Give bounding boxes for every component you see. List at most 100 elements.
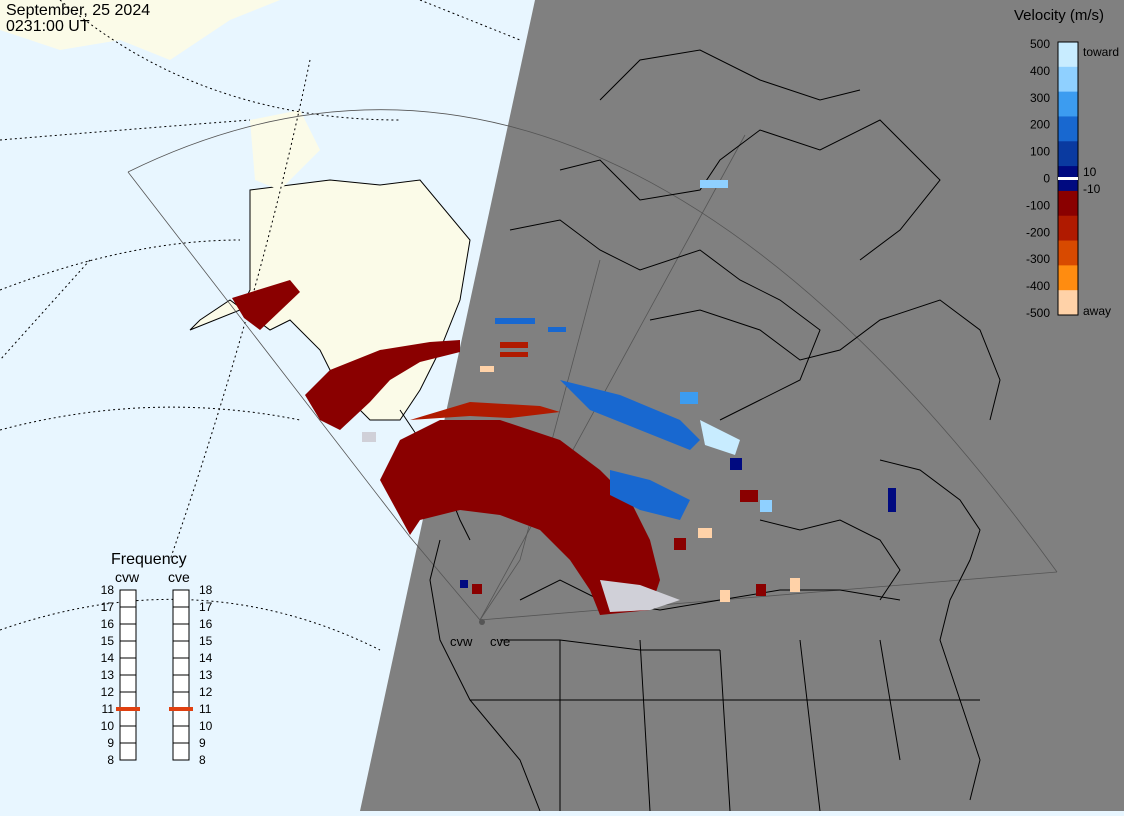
legend-tick-label: 500 bbox=[1030, 37, 1050, 51]
echo-region-alaska bbox=[232, 280, 300, 330]
echo-region-band bbox=[410, 402, 560, 420]
radar-label-cve: cve bbox=[490, 634, 510, 649]
frequency-scale-label: 18 bbox=[199, 583, 213, 597]
frequency-scale-label: 11 bbox=[199, 702, 212, 716]
echo-region-lightblue bbox=[700, 420, 740, 455]
frequency-scale-label: 8 bbox=[199, 753, 206, 767]
frequency-scale-label: 18 bbox=[101, 583, 115, 597]
echo-cell bbox=[495, 318, 535, 324]
legend-tick-label: 0 bbox=[1043, 172, 1050, 186]
legend-color-segment bbox=[1058, 91, 1078, 117]
echo-cell bbox=[548, 327, 566, 332]
echo-region-grey bbox=[600, 580, 680, 612]
frequency-scale-cell bbox=[119, 708, 137, 727]
frequency-scale-label: 9 bbox=[107, 736, 114, 750]
legend-tick-label: -400 bbox=[1026, 279, 1050, 293]
legend-title: Velocity (m/s) bbox=[1014, 7, 1104, 24]
echo-cell bbox=[756, 584, 766, 596]
frequency-scale-cell bbox=[172, 725, 190, 744]
echo-cell bbox=[472, 584, 482, 594]
frequency-scale-label: 14 bbox=[199, 651, 213, 665]
frequency-radar-cvw: cvw bbox=[115, 569, 140, 585]
legend-tick-label: -300 bbox=[1026, 252, 1050, 266]
legend-color-segment bbox=[1058, 290, 1078, 316]
echo-cell bbox=[362, 432, 376, 442]
frequency-scale-label: 16 bbox=[199, 617, 213, 631]
echo-cell bbox=[460, 580, 468, 588]
echo-cell bbox=[480, 366, 494, 372]
legend-tick-label: -200 bbox=[1026, 225, 1050, 239]
echo-region-gulf bbox=[305, 340, 460, 430]
date-label: September, 25 2024 bbox=[6, 2, 151, 19]
radar-fov bbox=[127, 109, 1058, 621]
graticule bbox=[0, 0, 521, 651]
legend-color-segment bbox=[1058, 265, 1078, 291]
frequency-scale-label: 13 bbox=[199, 668, 213, 682]
frequency-scale-label: 10 bbox=[101, 719, 115, 733]
legend-tick-minus10: -10 bbox=[1083, 182, 1101, 196]
echo-cell bbox=[674, 538, 686, 550]
frequency-scale-label: 15 bbox=[199, 634, 213, 648]
echo-cell bbox=[888, 488, 896, 512]
frequency-marker-cve bbox=[169, 707, 193, 711]
legend-color-segment bbox=[1058, 190, 1078, 217]
echo-cell bbox=[500, 352, 528, 357]
frequency-scale-cell bbox=[119, 674, 137, 693]
frequency-title: Frequency bbox=[111, 551, 187, 568]
legend-color-segment bbox=[1058, 66, 1078, 93]
legend-tick-label: 100 bbox=[1030, 145, 1050, 159]
frequency-scale-label: 12 bbox=[101, 685, 115, 699]
legend-tick-label: 400 bbox=[1030, 64, 1050, 78]
frequency-scale-cell bbox=[119, 657, 137, 676]
echo-cell bbox=[500, 342, 528, 348]
frequency-scale-label: 17 bbox=[101, 600, 115, 614]
legend-toward-label: toward bbox=[1083, 45, 1119, 59]
legend-tick-label: -500 bbox=[1026, 306, 1050, 320]
frequency-scale-cell bbox=[172, 640, 190, 659]
night-region bbox=[360, 0, 1124, 811]
legend-color-segment bbox=[1058, 240, 1078, 266]
frequency-marker-cvw bbox=[116, 707, 140, 711]
frequency-scale-cell bbox=[119, 691, 137, 710]
echo-cell bbox=[700, 180, 728, 188]
legend-color-segment bbox=[1058, 116, 1078, 142]
frequency-scale-label: 11 bbox=[102, 702, 115, 716]
frequency-scale-cell bbox=[172, 657, 190, 676]
frequency-scale-cell bbox=[119, 640, 137, 659]
frequency-scale-cell bbox=[172, 589, 190, 608]
echo-cell bbox=[740, 490, 758, 502]
echo-region-blue-band bbox=[560, 380, 700, 450]
echo-region-bc bbox=[380, 420, 660, 615]
frequency-radar-cve: cve bbox=[168, 569, 190, 585]
frequency-scale-cell bbox=[119, 725, 137, 744]
echo-cell bbox=[760, 500, 772, 512]
echo-cell bbox=[790, 578, 800, 592]
echo-region-blue-mid bbox=[610, 470, 690, 520]
echo-cell bbox=[720, 590, 730, 602]
frequency-scale-cell bbox=[119, 589, 137, 608]
legend-zero-band bbox=[1058, 177, 1078, 180]
legend-color-segment bbox=[1058, 42, 1078, 68]
frequency-scale-label: 12 bbox=[199, 685, 213, 699]
frequency-scale-cell bbox=[172, 623, 190, 642]
frequency-scale-label: 15 bbox=[101, 634, 115, 648]
echo-cell bbox=[680, 392, 698, 404]
legend-color-segment bbox=[1058, 141, 1078, 167]
frequency-scale-cell bbox=[172, 691, 190, 710]
legend-tick-10: 10 bbox=[1083, 165, 1097, 179]
frequency-scale-label: 13 bbox=[101, 668, 115, 682]
frequency-scale-label: 8 bbox=[107, 753, 114, 767]
echo-cell bbox=[730, 458, 742, 470]
frequency-scale-cell bbox=[119, 606, 137, 625]
time-label: 0231:00 UT bbox=[6, 18, 90, 35]
frequency-scale-cell bbox=[172, 708, 190, 727]
coastlines bbox=[399, 49, 1001, 812]
frequency-scale-cell bbox=[172, 742, 190, 761]
legend-tick-label: 200 bbox=[1030, 118, 1050, 132]
frequency-scale-label: 14 bbox=[101, 651, 115, 665]
radar-label-cvw: cvw bbox=[450, 634, 473, 649]
frequency-scale-label: 16 bbox=[101, 617, 115, 631]
siberia-coast bbox=[0, 0, 280, 60]
